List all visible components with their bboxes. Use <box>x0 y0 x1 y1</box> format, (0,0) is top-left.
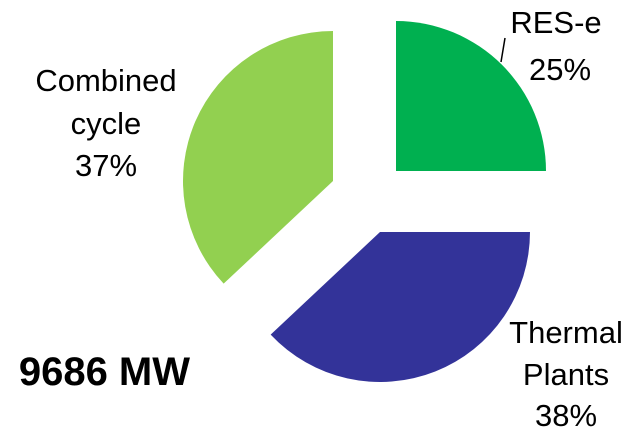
pie-slice-thermal-plants <box>270 232 530 383</box>
pie-slice-res-e <box>396 21 546 171</box>
slice-label-thermal-line-1: Thermal <box>509 315 623 350</box>
slice-value-thermal: 38% <box>535 398 597 433</box>
leader-line-res-e <box>500 37 506 63</box>
slice-label-combined-line-2: cycle <box>71 106 142 141</box>
total-capacity-label: 9686 MW <box>19 350 190 394</box>
slice-value-combined: 37% <box>75 148 137 183</box>
pie-slice-combined-cycle <box>182 30 333 284</box>
slice-label-res-e: RES-e <box>510 5 601 40</box>
slice-label-combined-line-1: Combined <box>35 63 176 98</box>
leader-lines <box>500 37 506 63</box>
pie-slices <box>182 21 546 383</box>
slice-label-thermal-line-2: Plants <box>523 357 609 392</box>
slice-value-res-e: 25% <box>529 52 591 87</box>
